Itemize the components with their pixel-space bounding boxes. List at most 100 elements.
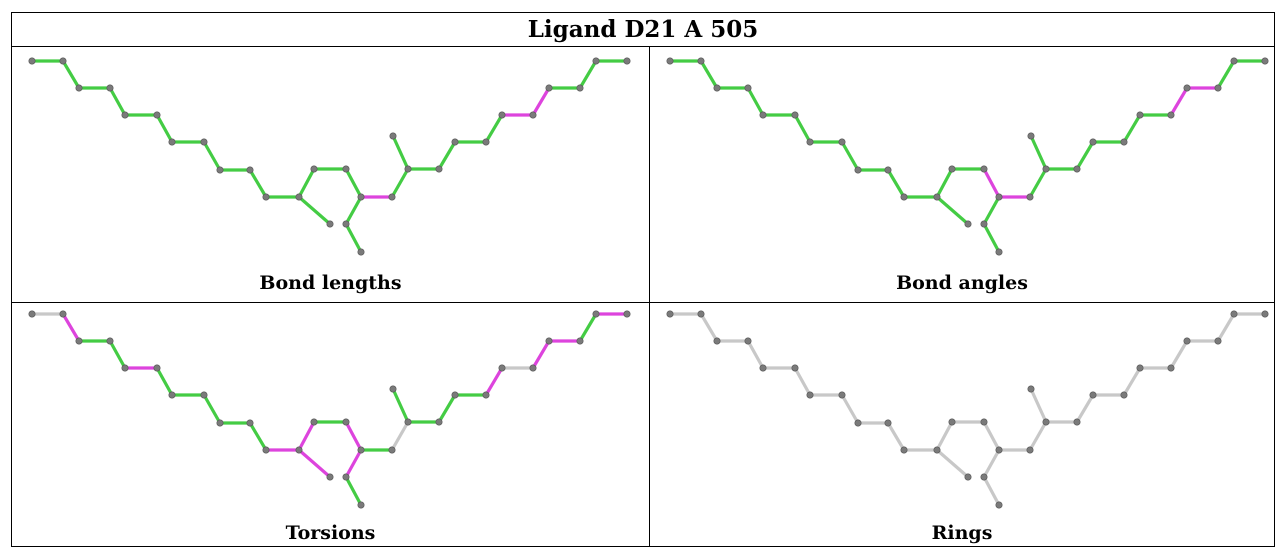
- bond: [1216, 312, 1236, 343]
- panel-bond-angles: Bond angles: [650, 47, 1274, 302]
- atom: [342, 418, 350, 426]
- atom: [1136, 364, 1144, 372]
- atom: [791, 111, 799, 119]
- molecule-rings: [666, 310, 1269, 509]
- bond: [484, 113, 504, 144]
- atom: [482, 138, 490, 146]
- atom: [498, 111, 506, 119]
- caption-rings: Rings: [931, 522, 993, 544]
- bond: [248, 168, 268, 199]
- atom: [389, 385, 397, 393]
- atom: [262, 193, 270, 201]
- atom: [28, 57, 36, 65]
- molecule-bond-angles: [666, 57, 1269, 256]
- atom: [1167, 111, 1175, 119]
- atom: [342, 220, 350, 228]
- bond: [746, 339, 765, 370]
- bond: [746, 86, 765, 117]
- atom: [216, 166, 224, 174]
- bond: [578, 59, 598, 90]
- bond: [982, 167, 1001, 199]
- bond: [108, 86, 127, 117]
- bond: [578, 312, 598, 343]
- atom: [884, 166, 892, 174]
- atom: [854, 166, 862, 174]
- atom: [838, 391, 846, 399]
- bond: [390, 420, 410, 452]
- atom: [121, 111, 129, 119]
- bond: [935, 420, 954, 452]
- bond: [61, 59, 81, 90]
- bond: [344, 420, 363, 452]
- atom: [713, 337, 721, 345]
- bond: [391, 134, 410, 171]
- atom: [933, 446, 941, 454]
- atom: [310, 165, 318, 173]
- atom: [1027, 132, 1035, 140]
- bond: [982, 195, 1001, 226]
- molecule-bond-lengths: [28, 57, 631, 256]
- atom: [435, 165, 443, 173]
- atom: [295, 193, 303, 201]
- bond: [202, 393, 222, 425]
- atom: [980, 220, 988, 228]
- caption-bond-lengths: Bond lengths: [259, 272, 402, 294]
- atom: [545, 337, 553, 345]
- atom: [744, 84, 752, 92]
- atom: [576, 84, 584, 92]
- atom: [389, 132, 397, 140]
- atom: [451, 138, 459, 146]
- bond: [935, 195, 970, 226]
- atom: [1026, 193, 1034, 201]
- atom: [666, 57, 674, 65]
- atom: [1230, 57, 1238, 65]
- atom: [1183, 84, 1191, 92]
- atom: [106, 337, 114, 345]
- atom: [995, 446, 1003, 454]
- bond: [1029, 387, 1048, 424]
- atom: [1120, 391, 1128, 399]
- bond: [935, 167, 954, 199]
- atom: [200, 138, 208, 146]
- atom: [404, 418, 412, 426]
- bond: [982, 448, 1001, 479]
- atom: [404, 165, 412, 173]
- atom: [623, 310, 631, 318]
- bond: [699, 312, 719, 343]
- bond: [840, 140, 860, 172]
- atom: [948, 418, 956, 426]
- atom: [1214, 337, 1222, 345]
- atom: [592, 310, 600, 318]
- atom: [451, 391, 459, 399]
- bond: [1122, 113, 1142, 144]
- atom: [342, 473, 350, 481]
- atom: [1261, 310, 1269, 318]
- atom: [75, 337, 83, 345]
- atom: [980, 165, 988, 173]
- atom: [357, 248, 365, 256]
- bond: [248, 421, 268, 452]
- bond: [1028, 420, 1048, 452]
- atom: [28, 310, 36, 318]
- bond: [1169, 86, 1189, 117]
- bond: [793, 366, 812, 397]
- atom: [744, 337, 752, 345]
- atom: [791, 364, 799, 372]
- panel-bond-lengths: Bond lengths: [12, 47, 649, 302]
- atom: [980, 418, 988, 426]
- atom: [1261, 57, 1269, 65]
- atom: [576, 337, 584, 345]
- atom: [529, 364, 537, 372]
- atom: [995, 193, 1003, 201]
- atom: [697, 57, 705, 65]
- atom: [168, 138, 176, 146]
- bond: [437, 393, 457, 424]
- atom: [995, 248, 1003, 256]
- atom: [168, 391, 176, 399]
- bond: [1216, 59, 1236, 90]
- bond: [1028, 167, 1048, 199]
- atom: [1027, 385, 1035, 393]
- atom: [529, 111, 537, 119]
- bond: [886, 168, 906, 199]
- atom: [1026, 446, 1034, 454]
